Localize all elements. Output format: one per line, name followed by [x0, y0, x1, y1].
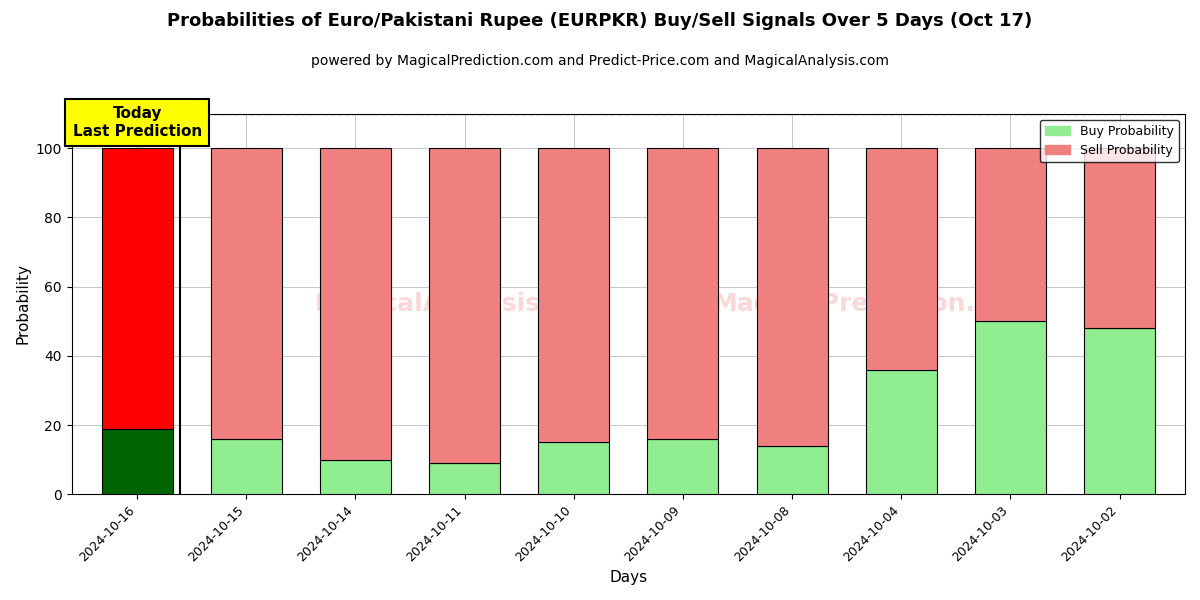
Legend: Buy Probability, Sell Probability: Buy Probability, Sell Probability	[1040, 120, 1178, 162]
Bar	[102, 428, 173, 494]
Bar	[865, 370, 937, 494]
Bar	[430, 463, 500, 494]
Bar	[320, 460, 391, 494]
Bar	[539, 148, 610, 442]
Text: Today
Last Prediction: Today Last Prediction	[72, 106, 202, 139]
Bar	[648, 148, 719, 439]
Bar	[539, 442, 610, 494]
Bar	[211, 439, 282, 494]
Bar	[756, 148, 828, 446]
Text: Probabilities of Euro/Pakistani Rupee (EURPKR) Buy/Sell Signals Over 5 Days (Oct: Probabilities of Euro/Pakistani Rupee (E…	[167, 12, 1033, 30]
X-axis label: Days: Days	[610, 570, 647, 585]
Bar	[974, 321, 1046, 494]
Bar	[211, 148, 282, 439]
Bar	[1084, 148, 1154, 328]
Bar	[756, 446, 828, 494]
Bar	[974, 148, 1046, 321]
Text: powered by MagicalPrediction.com and Predict-Price.com and MagicalAnalysis.com: powered by MagicalPrediction.com and Pre…	[311, 54, 889, 68]
Y-axis label: Probability: Probability	[16, 263, 30, 344]
Bar	[430, 148, 500, 463]
Bar	[1084, 328, 1154, 494]
Bar	[648, 439, 719, 494]
Bar	[102, 148, 173, 428]
Text: MagicalAnalysis.com: MagicalAnalysis.com	[314, 292, 608, 316]
Bar	[865, 148, 937, 370]
Text: MagicalPrediction.com: MagicalPrediction.com	[713, 292, 1034, 316]
Bar	[320, 148, 391, 460]
